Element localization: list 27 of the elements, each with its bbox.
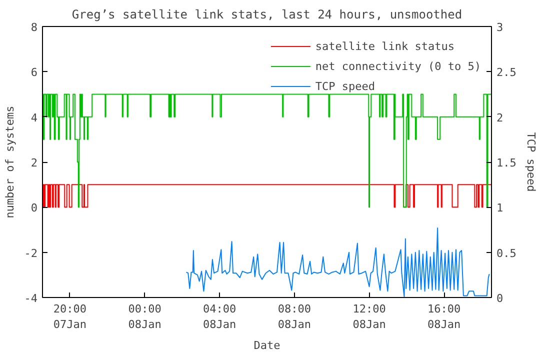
x-tick-label: 00:00 08Jan [128,302,162,332]
legend-label: satellite link status [315,40,454,52]
x-tick-label: 08:00 08Jan [278,302,312,332]
x-axis-title: Date [254,339,280,352]
y2-tick-label: 2.5 [496,66,516,80]
y-tick-label: 6 [30,66,38,80]
legend-label: net connectivity (0 to 5) [315,60,481,72]
y2-tick-label: 1.5 [496,156,516,170]
y-tick-label: -2 [24,246,38,260]
x-tick-label: 20:00 07Jan [53,302,87,332]
y-tick-label: -4 [24,292,38,305]
y2-axis-title: TCP speed [524,132,538,192]
chart-title: Greg’s satellite link stats, last 24 hours, unsmoothed [72,8,462,22]
x-tick-label: 04:00 08Jan [203,302,236,332]
y-tick-label: 8 [30,21,38,34]
y-axis-title: number of systems [3,106,16,218]
y-tick-label: 2 [30,156,38,170]
y2-tick-label: 1 [496,202,504,215]
x-tick-label: 12:00 08Jan [352,302,386,332]
y-tick-label: 0 [30,202,38,215]
y2-tick-label: 3 [496,21,504,34]
y-tick-label: 4 [30,111,38,124]
y2-tick-label: 0 [496,292,504,305]
x-tick-label: 16:00 08Jan [428,302,461,332]
y2-tick-label: 2 [496,111,504,124]
legend-label: TCP speed [315,80,376,92]
y2-tick-label: 0.5 [496,246,516,260]
